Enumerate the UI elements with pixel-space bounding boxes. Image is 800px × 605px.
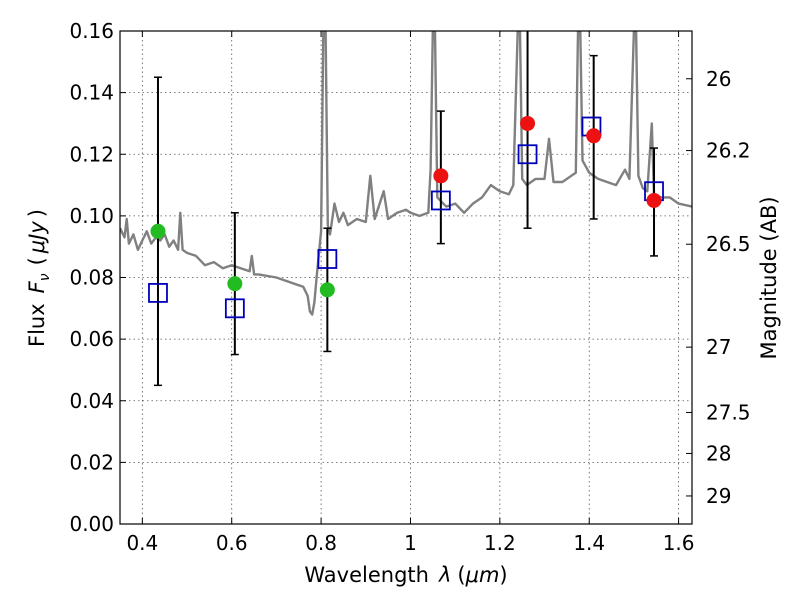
y-axis-label: FluxFν(μJy) <box>25 209 53 347</box>
y2-tick-label: 27.5 <box>706 400 751 424</box>
y2-tick-label: 26.5 <box>706 232 751 256</box>
circle-marker <box>433 168 449 184</box>
y-tick-label: 0.00 <box>69 512 114 536</box>
y2-tick-label: 26.2 <box>706 139 751 163</box>
square-marker <box>148 283 168 303</box>
square-marker <box>317 249 338 269</box>
y-tick-label: 0.02 <box>69 450 114 474</box>
grid-lines <box>120 31 692 524</box>
x-tick-label: 1.6 <box>663 531 695 555</box>
circle-marker <box>319 282 335 298</box>
x-tick-label: 1 <box>404 531 417 555</box>
y-tick-label: 0.12 <box>69 142 114 166</box>
data-points <box>148 115 664 319</box>
y-tick-label: 0.08 <box>69 266 114 290</box>
square-marker <box>224 298 245 319</box>
spectrum-line <box>120 31 692 316</box>
x-tick-label: 0.6 <box>216 531 248 555</box>
y2-axis-label: Magnitude (AB) <box>757 196 781 359</box>
y-tick-label: 0.16 <box>69 19 114 43</box>
x-axis-label: Wavelength λ (μm) <box>304 563 507 587</box>
square-marker <box>517 144 538 165</box>
circle-marker <box>150 223 166 239</box>
spectrum-line-layer <box>120 31 692 316</box>
x-tick-label: 0.4 <box>126 531 158 555</box>
circle-marker <box>646 192 662 208</box>
y-tick-label: 0.10 <box>69 204 114 228</box>
circle-marker <box>586 128 602 144</box>
y-tick-label: 0.04 <box>69 389 114 413</box>
y-tick-label: 0.06 <box>69 327 114 351</box>
axis-ticks: 0.4 0.6 0.8 1 1.2 1.4 1.6 0.00 0.02 0.04 0.06 0.08 0… <box>69 19 750 555</box>
x-tick-label: 1.2 <box>484 531 516 555</box>
circle-marker <box>227 276 243 292</box>
y2-tick-label: 27 <box>706 335 731 359</box>
y2-tick-label: 29 <box>706 484 731 508</box>
square-marker <box>430 190 451 211</box>
y-tick-label: 0.14 <box>69 81 114 105</box>
x-tick-label: 0.8 <box>305 531 337 555</box>
y2-tick-label: 26 <box>706 67 731 91</box>
x-tick-label: 1.4 <box>573 531 605 555</box>
circle-marker <box>520 115 536 131</box>
y2-tick-label: 28 <box>706 441 731 465</box>
